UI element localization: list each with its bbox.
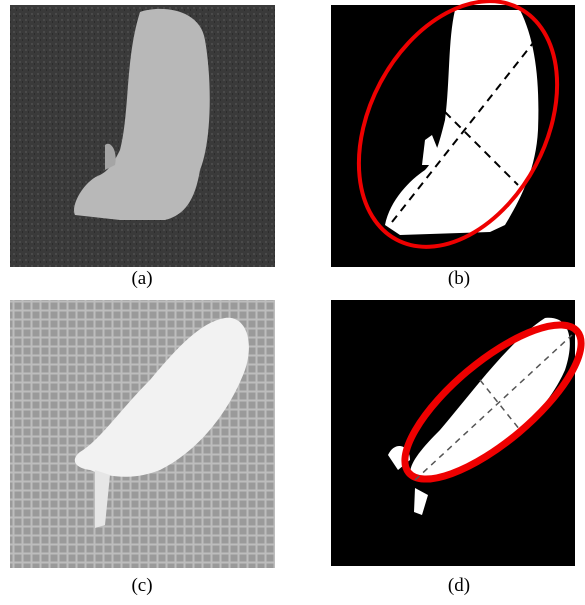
panel-label: (a) <box>131 268 152 289</box>
panel-b <box>319 0 585 281</box>
page: {"panels": [{"label": "(a)"}, {"label": … <box>0 0 585 605</box>
panel-label: (b) <box>448 268 470 289</box>
panel-a <box>10 5 275 267</box>
panel-label: (c) <box>131 575 152 596</box>
panel-d <box>331 300 585 566</box>
panel-c <box>10 300 275 568</box>
panel-label: (d) <box>448 575 470 596</box>
figure: (a) (b) (c) (d) <box>0 0 585 600</box>
